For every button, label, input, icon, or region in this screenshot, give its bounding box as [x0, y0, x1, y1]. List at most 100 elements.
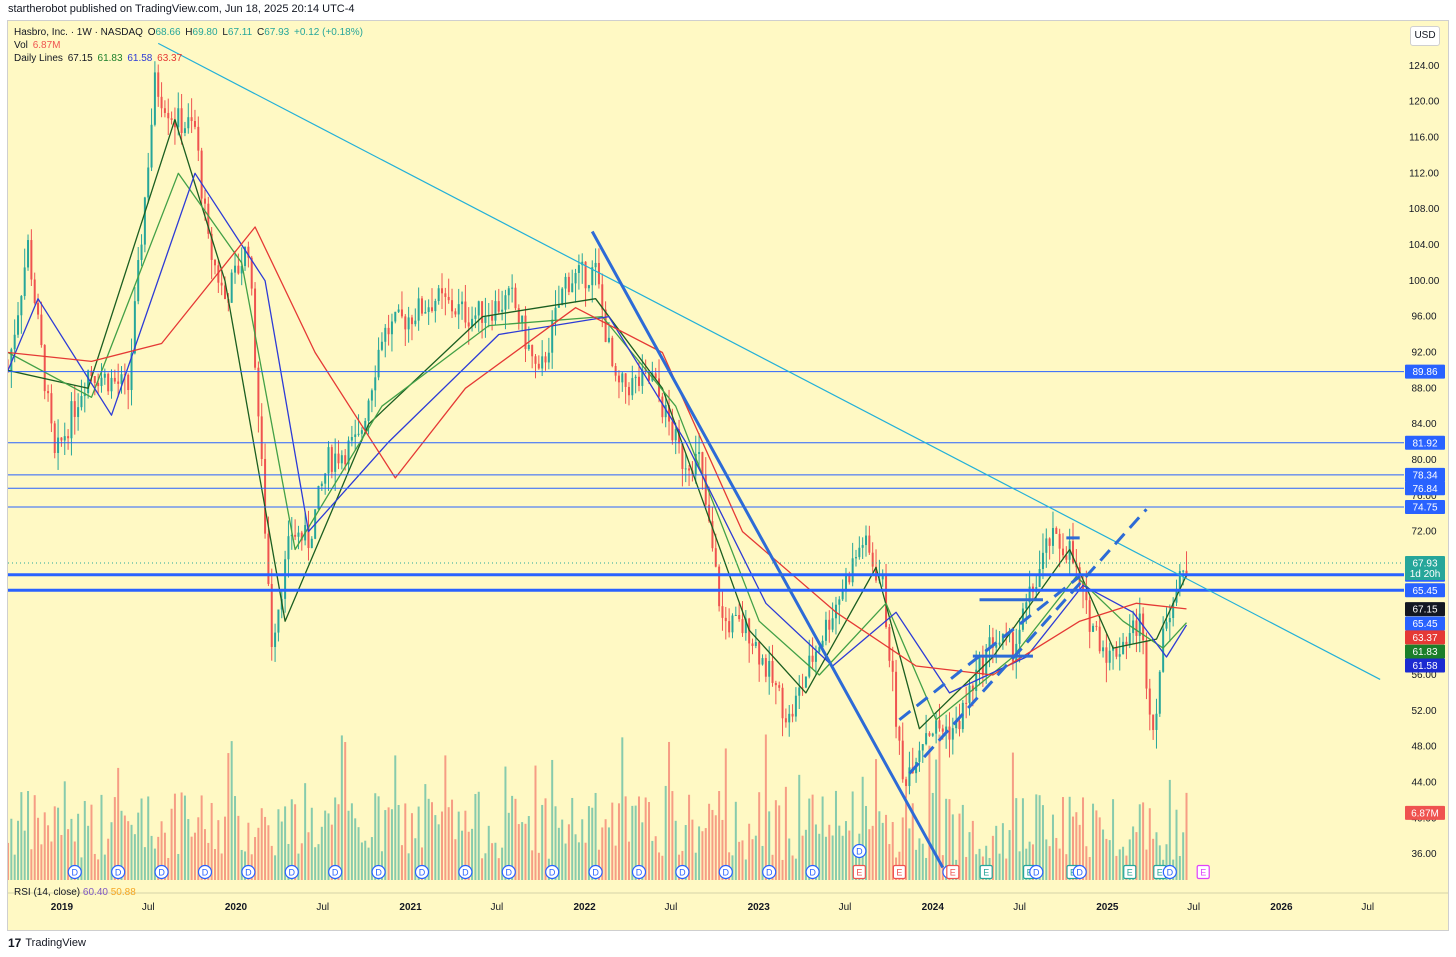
volume-bar — [224, 816, 227, 880]
volume-bar — [1112, 799, 1115, 880]
currency-button[interactable]: USD — [1410, 26, 1440, 46]
volume-bar — [511, 795, 514, 880]
volume-bar — [798, 774, 801, 880]
candle-body — [334, 453, 337, 472]
candle-body — [925, 733, 928, 745]
candle-body — [938, 720, 941, 729]
candle-body — [684, 468, 687, 470]
price-chart[interactable]: 36.0040.0044.0048.0052.0056.0072.0076.00… — [8, 21, 1448, 930]
volume-bar — [971, 820, 974, 880]
candle-body — [721, 606, 724, 618]
x-tick-label: Jul — [316, 902, 329, 913]
volume-bar — [294, 804, 297, 880]
candle-body — [718, 566, 721, 607]
candle-body — [1168, 618, 1171, 623]
volume-bar — [73, 841, 76, 880]
volume-bar — [1142, 802, 1145, 880]
volume-bar — [300, 843, 303, 880]
volume-bar — [911, 803, 914, 880]
volume-bar — [447, 807, 450, 880]
volume-bar — [1108, 840, 1111, 880]
volume-bar — [617, 803, 620, 880]
volume-bar — [544, 798, 547, 880]
tradingview-brand[interactable]: 17 TradingView — [8, 936, 86, 950]
event-marker-label: D — [636, 868, 643, 878]
volume-bar — [931, 792, 934, 880]
volume-bar — [811, 794, 814, 880]
candle-body — [708, 504, 711, 522]
candle-body — [277, 609, 280, 633]
volume-bar — [420, 847, 423, 880]
y-axis: 36.0040.0044.0048.0052.0056.0072.0076.00… — [1409, 61, 1440, 860]
candle-body — [240, 266, 243, 274]
y-tick-label: 96.00 — [1411, 312, 1436, 323]
volume-bar — [1152, 838, 1155, 880]
candle-body — [410, 317, 413, 325]
candle-body — [661, 396, 664, 418]
candle-body — [387, 327, 390, 335]
candle-body — [307, 525, 310, 549]
volume-bar — [17, 820, 20, 880]
candle-body — [801, 687, 804, 689]
candle-body — [895, 671, 898, 727]
candle-body — [370, 390, 373, 401]
y-tick-label: 112.00 — [1409, 168, 1439, 179]
candle-body — [648, 371, 651, 381]
dividend-marker — [241, 864, 256, 880]
volume-bar — [637, 796, 640, 880]
volume-bar — [103, 854, 106, 880]
volume-bar — [257, 827, 260, 880]
volume-bar — [818, 833, 821, 880]
candle-body — [931, 733, 934, 736]
volume-bar — [537, 852, 540, 880]
volume-bar — [377, 796, 380, 880]
volume-bar — [33, 795, 36, 880]
volume-bar — [367, 847, 370, 880]
level-price-tag — [1405, 499, 1445, 514]
volume-bar — [1072, 816, 1075, 880]
volume-bar — [1035, 794, 1038, 880]
candle-body — [1145, 640, 1148, 689]
dividend-marker — [328, 864, 343, 880]
volume-bar — [641, 822, 644, 880]
volume-bar — [561, 819, 564, 880]
earnings-marker — [852, 864, 866, 880]
level-price-tag — [1405, 435, 1445, 450]
dividend-marker — [501, 864, 516, 880]
volume-bar — [1031, 844, 1034, 880]
volume-bar — [83, 800, 86, 880]
candle-body — [905, 779, 908, 787]
volume-bar — [310, 807, 313, 880]
candle-body — [601, 284, 604, 310]
candle-body — [317, 485, 320, 510]
rsi-value-2: 50.88 — [110, 887, 136, 898]
volume-bar — [454, 839, 457, 880]
volume-bar — [504, 766, 507, 880]
level-price-tag — [1405, 481, 1445, 496]
rsi-value-1: 60.40 — [82, 887, 108, 898]
candle-body — [821, 640, 824, 648]
volume-bar — [110, 822, 113, 880]
volume-bar — [414, 838, 417, 880]
volume-bar — [591, 807, 594, 880]
volume-bar — [935, 759, 938, 880]
event-marker-label: D — [1033, 868, 1040, 878]
volume-bar — [581, 819, 584, 880]
chart-area[interactable]: 36.0040.0044.0048.0052.0056.0072.0076.00… — [7, 20, 1449, 931]
candle-body — [257, 367, 260, 417]
candle-body — [153, 72, 156, 125]
trendline-channel-lower — [908, 508, 1148, 775]
candle-body — [47, 391, 50, 394]
price-tag — [1405, 616, 1445, 631]
candle-body — [50, 393, 53, 424]
candle-body — [734, 615, 737, 617]
ohlc-legend: Hasbro, Inc. · 1W · NASDAQ O68.66 H69.80… — [14, 27, 365, 38]
candle-body — [173, 119, 176, 128]
volume-bar — [374, 793, 377, 880]
x-tick-label: Jul — [1013, 902, 1026, 913]
candle-body — [1041, 552, 1044, 570]
candle-body — [985, 649, 988, 675]
volume-bar — [240, 849, 243, 880]
candle-body — [674, 429, 677, 441]
candle-body — [504, 295, 507, 310]
